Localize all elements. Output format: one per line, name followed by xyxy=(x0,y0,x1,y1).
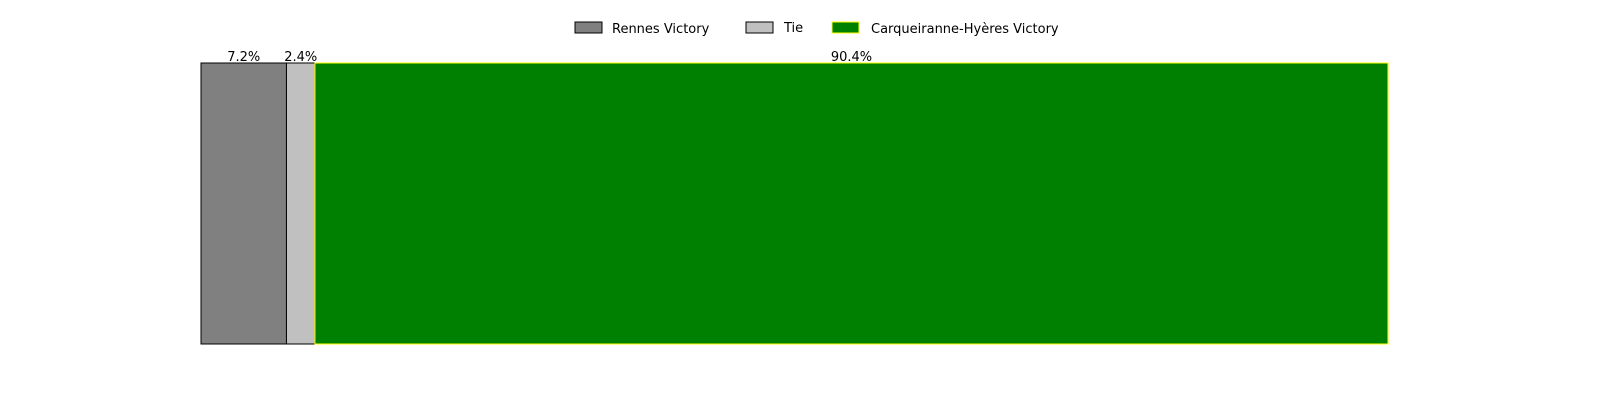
percent-label-carqueiranne-hyeres-victory: 90.4% xyxy=(831,50,872,65)
bar-segment-carqueiranne-hyeres-victory xyxy=(314,62,1389,345)
legend-label-rennes-victory: Rennes Victory xyxy=(612,22,710,37)
legend: Rennes Victory Tie Carqueiranne-Hyères V… xyxy=(574,21,1059,37)
legend-swatch-rennes-victory xyxy=(574,21,603,34)
percent-label-rennes-victory: 7.2% xyxy=(227,50,260,65)
legend-swatch-carqueiranne-hyeres-victory xyxy=(831,21,860,34)
legend-label-tie: Tie xyxy=(783,21,803,36)
percent-label-tie: 2.4% xyxy=(284,50,317,65)
bar-segment-rennes-victory xyxy=(200,62,287,345)
legend-label-carqueiranne-hyeres-victory: Carqueiranne-Hyères Victory xyxy=(871,22,1059,37)
legend-swatch-tie xyxy=(745,21,774,34)
stacked-bar xyxy=(200,62,1389,345)
percent-labels: 7.2% 2.4% 90.4% xyxy=(227,50,872,65)
bar-segment-tie xyxy=(285,62,316,345)
